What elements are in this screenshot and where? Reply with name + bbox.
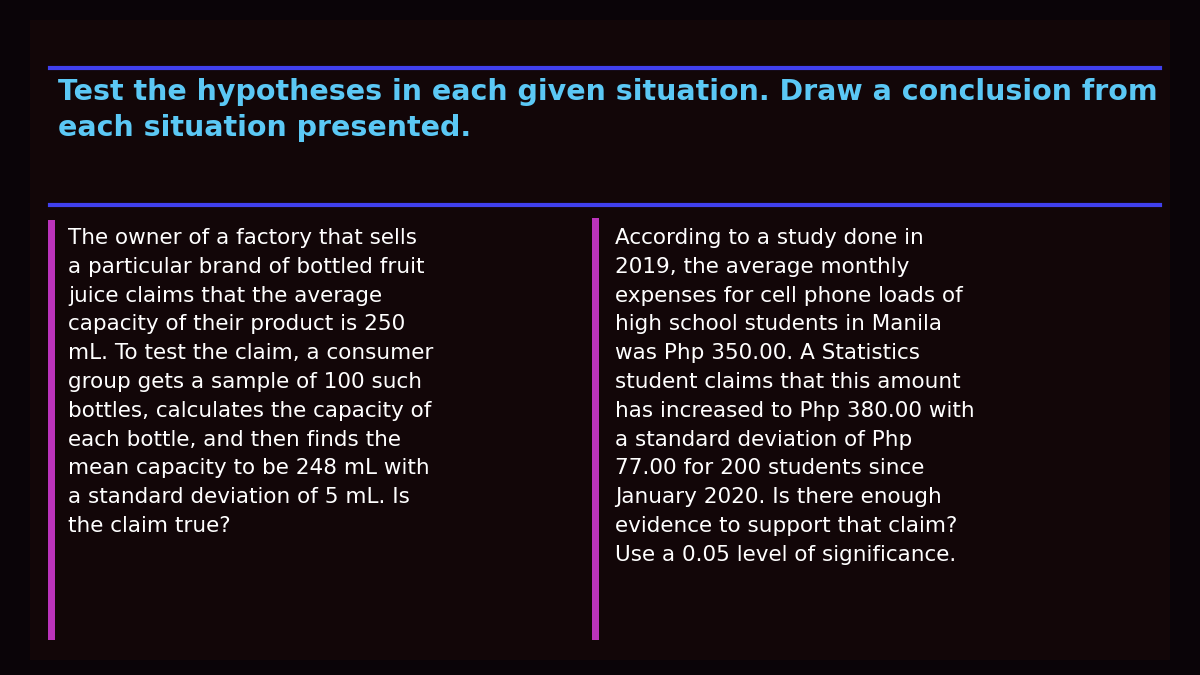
Bar bbox=[592, 218, 599, 640]
Text: Test the hypotheses in each given situation. Draw a conclusion from
each situati: Test the hypotheses in each given situat… bbox=[58, 78, 1158, 142]
Bar bbox=[48, 220, 55, 640]
Text: According to a study done in
2019, the average monthly
expenses for cell phone l: According to a study done in 2019, the a… bbox=[616, 228, 974, 565]
Text: The owner of a factory that sells
a particular brand of bottled fruit
juice clai: The owner of a factory that sells a part… bbox=[68, 228, 433, 536]
